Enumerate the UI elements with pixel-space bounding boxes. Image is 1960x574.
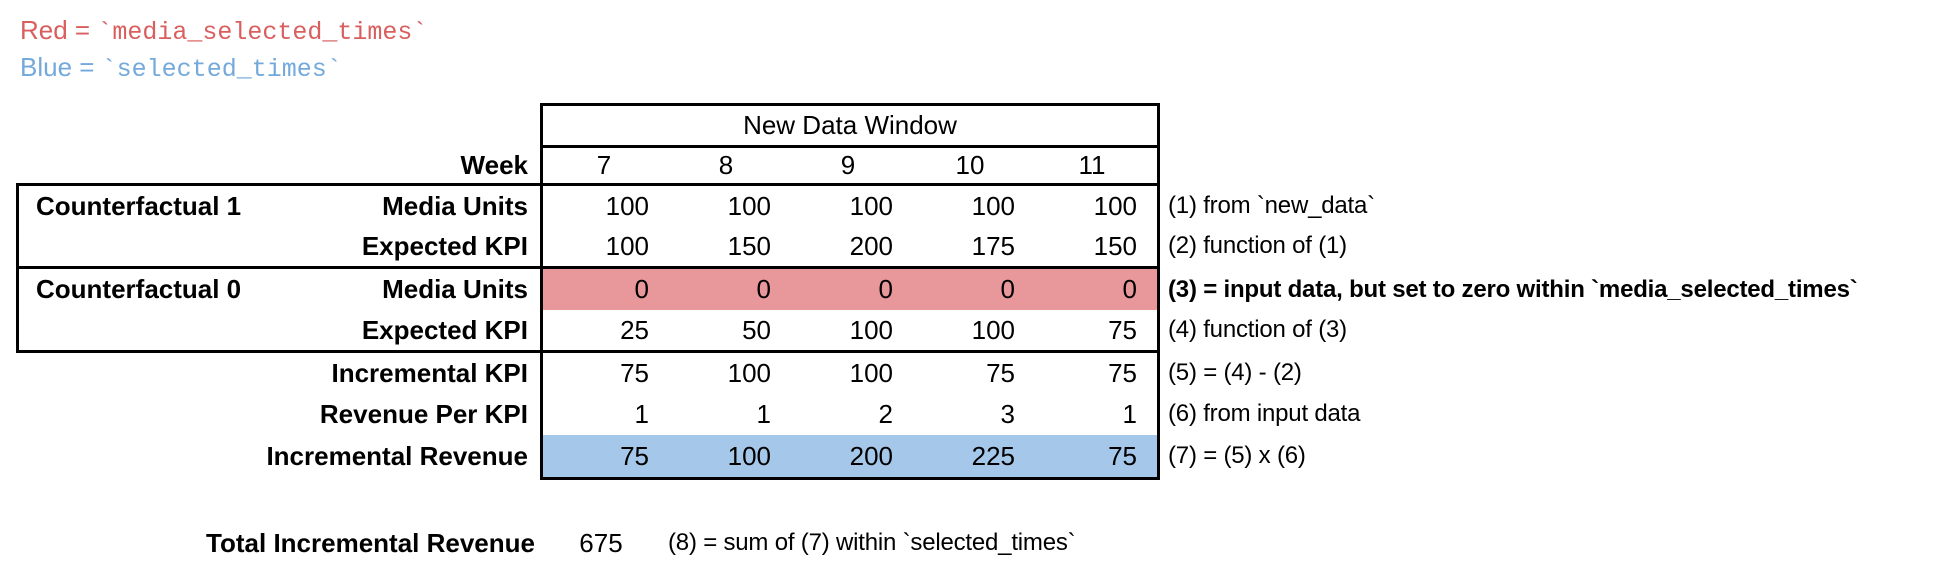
table-cell: 225 <box>971 441 1015 471</box>
table-cell: 100 <box>971 315 1015 345</box>
selected-times-highlight <box>543 435 1157 477</box>
week-cell: 8 <box>718 150 734 180</box>
table-cell: 1 <box>756 399 771 429</box>
legend-red-line: Red = `media_selected_times` <box>20 12 427 49</box>
table-cell: 75 <box>1108 315 1137 345</box>
week-cell: 7 <box>596 150 612 180</box>
week-cell: 11 <box>1078 150 1106 180</box>
table-cell: 175 <box>971 231 1015 261</box>
week-row: 7 8 9 10 11 <box>543 148 1157 183</box>
annotation-1: (1) from `new_data` <box>1168 192 1375 219</box>
week-row-label: Week <box>460 150 528 180</box>
table-cell: 50 <box>742 315 771 345</box>
table-header: New Data Window <box>743 110 957 140</box>
legend-red-label: Red = <box>20 15 98 45</box>
table-cell: 0 <box>756 274 771 304</box>
week-cell: 9 <box>840 150 856 180</box>
counterfactual-1-label: Counterfactual 1 <box>36 191 242 221</box>
table-cell: 200 <box>849 231 893 261</box>
table-cell: 75 <box>620 441 649 471</box>
total-incremental-revenue-value: 675 <box>579 528 623 558</box>
legend-blue-line: Blue = `selected_times` <box>20 49 427 86</box>
table-cell: 100 <box>727 358 771 388</box>
legend: Red = `media_selected_times` Blue = `sel… <box>20 12 427 86</box>
annotation-7: (7) = (5) x (6) <box>1168 442 1306 469</box>
annotation-3: (3) = input data, but set to zero within… <box>1168 276 1858 303</box>
table-cell: 75 <box>620 358 649 388</box>
counterfactual-0-label: Counterfactual 0 <box>36 274 242 304</box>
cf0-bottom-divider <box>543 350 1157 353</box>
table-row-incremental-revenue: 75 100 200 225 75 <box>543 435 1157 477</box>
table-cell: 0 <box>1000 274 1015 304</box>
table-cell: 100 <box>727 191 771 221</box>
row-label-incremental-kpi: Incremental KPI <box>331 358 528 388</box>
media-selected-times-highlight <box>543 269 1157 310</box>
row-label-media-units-cf1: Media Units <box>382 191 528 221</box>
week-divider <box>543 183 1157 186</box>
table-cell: 2 <box>878 399 893 429</box>
table-cell: 1 <box>634 399 649 429</box>
cf1-cf0-divider <box>543 266 1157 269</box>
group-box-divider <box>19 266 543 269</box>
legend-blue-label: Blue = <box>20 52 102 82</box>
annotation-2: (2) function of (1) <box>1168 232 1347 259</box>
table-cell: 0 <box>1122 274 1137 304</box>
row-label-incremental-revenue: Incremental Revenue <box>266 441 528 471</box>
week-cell: 10 <box>955 150 985 180</box>
counterfactual-group-box <box>16 183 543 353</box>
table-cell: 200 <box>849 441 893 471</box>
data-table: New Data Window 7 8 9 10 11 100 100 100 100 100 … <box>540 103 1160 480</box>
table-row-media-units-cf0: 0 0 0 0 0 <box>543 269 1157 310</box>
table-cell: 75 <box>1108 441 1137 471</box>
table-cell: 3 <box>1000 399 1015 429</box>
legend-red-code: `media_selected_times` <box>97 18 428 47</box>
legend-blue-code: `selected_times` <box>101 55 342 84</box>
table-cell: 0 <box>878 274 893 304</box>
table-cell: 1 <box>1122 399 1137 429</box>
table-cell: 0 <box>634 274 649 304</box>
annotation-6: (6) from input data <box>1168 400 1361 427</box>
table-cell: 100 <box>605 191 649 221</box>
table-cell: 75 <box>986 358 1015 388</box>
row-label-expected-kpi-cf1: Expected KPI <box>361 231 528 261</box>
table-cell: 100 <box>605 231 649 261</box>
header-divider <box>543 145 1157 148</box>
table-cell: 150 <box>1093 231 1137 261</box>
table-cell: 100 <box>849 315 893 345</box>
row-label-revenue-per-kpi: Revenue Per KPI <box>319 399 528 429</box>
table-cell: 100 <box>1093 191 1137 221</box>
table-cell: 100 <box>727 441 771 471</box>
table-row-expected-kpi-cf0: 25 50 100 100 75 <box>543 310 1157 350</box>
table-row-expected-kpi-cf1: 100 150 200 175 150 <box>543 226 1157 266</box>
table-cell: 75 <box>1108 358 1137 388</box>
row-label-media-units-cf0: Media Units <box>382 274 528 304</box>
annotation-4: (4) function of (3) <box>1168 316 1347 343</box>
row-label-expected-kpi-cf0: Expected KPI <box>361 315 528 345</box>
total-incremental-revenue-label: Total Incremental Revenue <box>206 528 535 558</box>
table-row-media-units-cf1: 100 100 100 100 100 <box>543 186 1157 226</box>
table-cell: 100 <box>971 191 1015 221</box>
table-row-revenue-per-kpi: 1 1 2 3 1 <box>543 393 1157 435</box>
annotation-8: (8) = sum of (7) within `selected_times` <box>668 529 1076 556</box>
table-cell: 150 <box>727 231 771 261</box>
annotation-5: (5) = (4) - (2) <box>1168 359 1302 386</box>
table-cell: 25 <box>620 315 649 345</box>
table-row-incremental-kpi: 75 100 100 75 75 <box>543 353 1157 393</box>
table-cell: 100 <box>849 358 893 388</box>
table-cell: 100 <box>849 191 893 221</box>
